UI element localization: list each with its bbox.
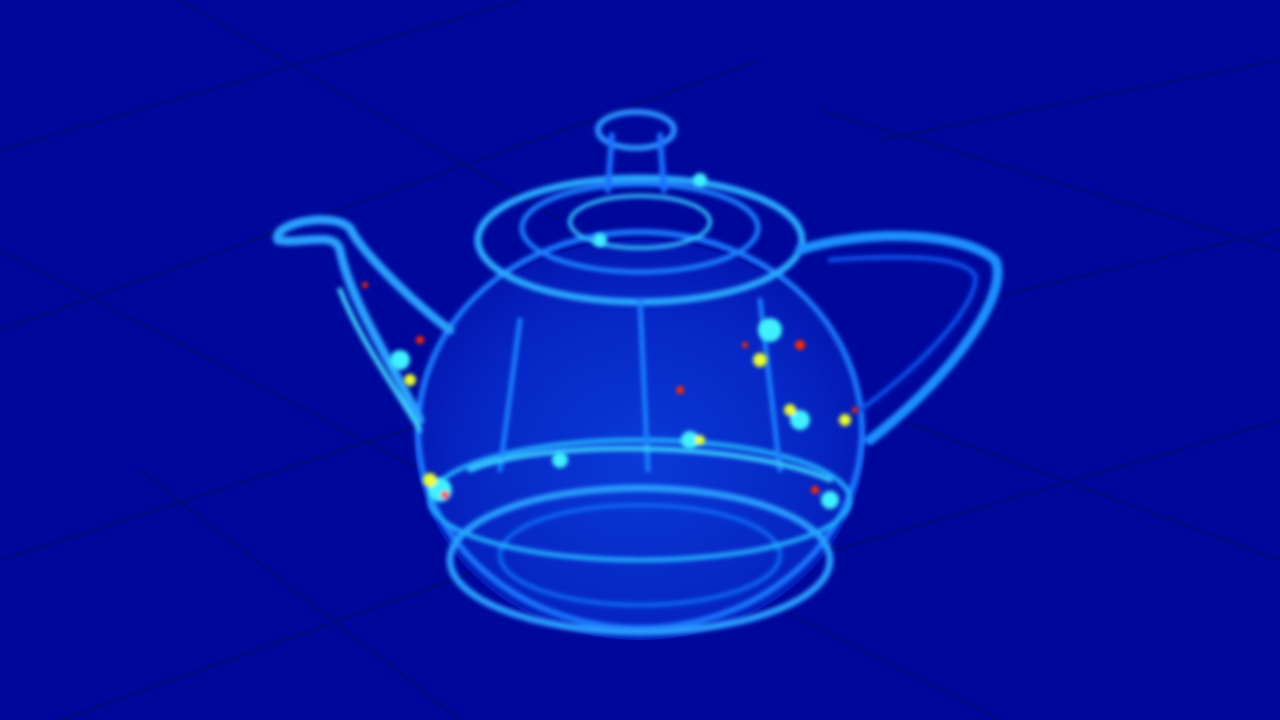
- teapot: [272, 109, 1003, 640]
- error-hotspots: [362, 173, 858, 509]
